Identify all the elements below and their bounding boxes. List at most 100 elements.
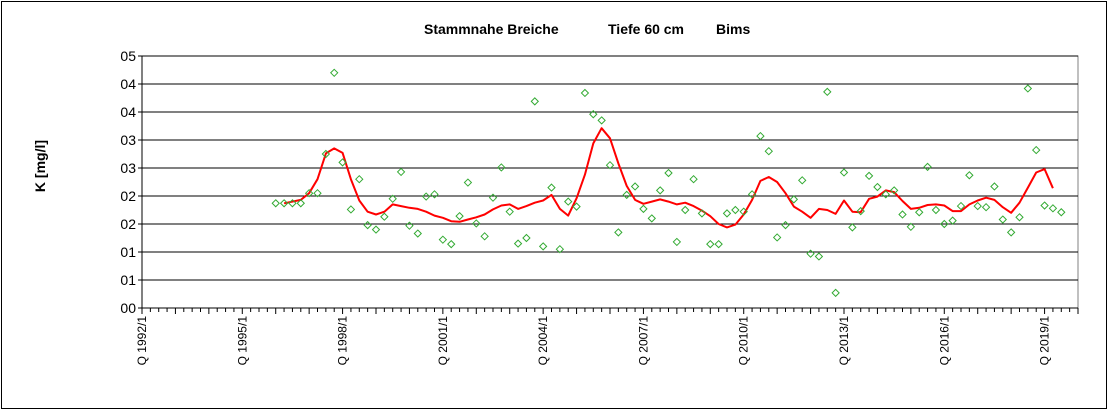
data-point-marker	[1040, 201, 1049, 210]
x-tick-label: Q 2013/1	[837, 316, 851, 366]
data-point-marker	[689, 174, 698, 184]
x-tick-label: Q 1992/1	[135, 316, 149, 366]
data-point-marker	[814, 252, 824, 261]
data-point-marker	[296, 199, 305, 208]
x-tick-label: Q 2010/1	[737, 316, 751, 366]
data-point-marker	[371, 225, 381, 234]
data-point-marker	[998, 215, 1007, 224]
data-point-marker	[413, 229, 422, 238]
data-point-marker	[839, 168, 849, 177]
data-point-marker	[940, 219, 949, 229]
data-point-marker	[505, 207, 514, 216]
data-point-marker	[915, 208, 924, 217]
data-point-marker	[447, 239, 456, 249]
data-point-marker	[330, 68, 339, 78]
data-point-marker	[923, 162, 932, 172]
data-point-marker	[731, 205, 740, 215]
data-point-marker	[672, 237, 682, 247]
chart-title-part-1: Stammnahe Breiche	[424, 21, 559, 37]
data-point-marker	[355, 174, 364, 184]
data-point-marker	[405, 221, 414, 230]
data-point-marker	[1048, 204, 1058, 213]
data-point-marker	[430, 190, 439, 199]
data-point-marker	[722, 209, 732, 218]
data-point-marker	[706, 239, 715, 249]
y-tick-label: 04	[120, 76, 136, 92]
data-point-marker	[538, 242, 548, 251]
data-point-marker	[889, 186, 899, 195]
data-point-marker	[497, 163, 506, 172]
data-point-marker	[346, 205, 356, 214]
chart-title-part-3: Bims	[716, 21, 750, 37]
data-point-marker	[956, 201, 966, 211]
data-point-marker	[513, 239, 523, 248]
data-point-marker	[856, 206, 865, 216]
data-point-marker	[547, 183, 556, 192]
data-point-marker	[1006, 228, 1016, 237]
x-tick-label: Q 2019/1	[1038, 316, 1052, 366]
data-point-marker	[1015, 213, 1024, 222]
data-point-marker	[965, 171, 974, 180]
data-point-marker	[472, 219, 481, 228]
data-point-marker	[555, 244, 565, 254]
data-point-marker	[990, 182, 999, 191]
data-point-marker	[396, 167, 406, 177]
data-point-marker	[622, 190, 631, 200]
data-point-marker	[747, 190, 757, 199]
plot-background	[141, 55, 1079, 309]
data-point-marker	[338, 158, 347, 167]
data-point-marker	[279, 199, 289, 208]
x-tick-label: Q 1995/1	[235, 316, 249, 366]
data-point-marker	[1057, 208, 1066, 217]
data-point-marker	[530, 97, 539, 106]
data-point-marker	[304, 188, 314, 198]
x-tick-label: Q 1998/1	[336, 316, 350, 366]
data-point-marker	[948, 216, 957, 225]
data-point-marker	[605, 160, 615, 170]
data-point-marker	[564, 197, 573, 206]
data-point-marker	[981, 202, 991, 212]
data-point-marker	[480, 232, 489, 241]
data-point-marker	[388, 194, 397, 204]
x-tick-label: Q 2016/1	[937, 316, 951, 366]
y-tick-label: 01	[120, 272, 136, 288]
data-point-marker	[864, 171, 874, 181]
data-point-marker	[881, 190, 890, 199]
data-point-marker	[639, 204, 648, 214]
y-tick-label: 01	[120, 244, 136, 260]
data-point-marker	[973, 201, 982, 211]
x-tick-label: Q 2004/1	[536, 316, 550, 366]
data-point-marker	[630, 182, 640, 191]
data-point-marker	[313, 188, 322, 198]
data-point-marker	[463, 178, 473, 187]
data-point-marker	[806, 249, 815, 258]
data-point-marker	[681, 205, 690, 215]
y-tick-label: 02	[120, 216, 136, 232]
data-point-marker	[455, 211, 464, 221]
plot-area: 00 01 01 02 02 03 03 04 04 05 Q 1992/1 Q 1995/1 Q 19…	[120, 48, 1079, 366]
series-line-moving-average	[283, 127, 1054, 229]
data-point-marker	[906, 222, 916, 232]
data-point-marker	[271, 199, 280, 208]
data-point-marker	[580, 88, 590, 98]
chart-title-part-2: Tiefe 60 cm	[608, 21, 684, 37]
y-tick-label: 05	[120, 48, 136, 64]
data-point-marker	[522, 233, 531, 243]
data-point-marker	[873, 182, 882, 192]
data-point-marker	[614, 228, 623, 237]
y-tick-label: 03	[120, 132, 136, 148]
data-point-marker	[647, 214, 656, 223]
data-point-marker	[321, 149, 331, 159]
data-point-marker	[1032, 145, 1041, 155]
y-tick-label: 03	[120, 160, 136, 176]
x-tick-label: Q 2007/1	[636, 316, 650, 366]
data-point-marker	[931, 205, 941, 215]
data-point-marker	[697, 209, 707, 218]
data-point-marker	[421, 192, 431, 201]
data-point-marker	[898, 210, 907, 219]
data-point-marker	[438, 235, 448, 244]
data-point-marker	[831, 288, 840, 298]
y-tick-label: 00	[120, 300, 136, 316]
data-point-marker	[380, 212, 389, 221]
